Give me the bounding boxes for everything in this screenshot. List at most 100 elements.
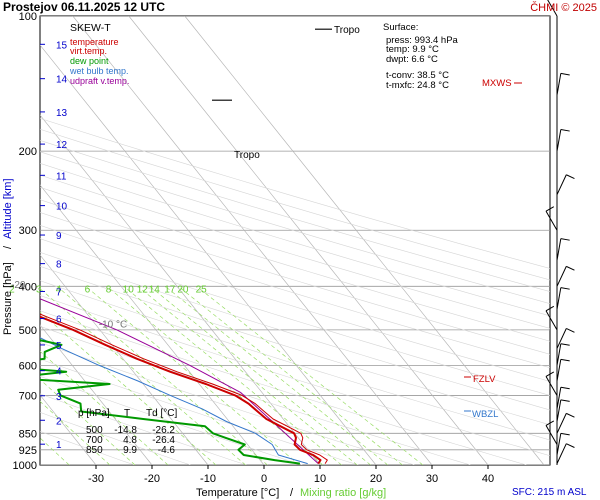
temperature-tick-label: 10 bbox=[314, 473, 326, 485]
dry-adiabat-line bbox=[40, 162, 550, 317]
wind-barb-shaft bbox=[556, 238, 562, 261]
surface-dwpt: dwpt: 6.6 °C bbox=[386, 54, 438, 65]
y-axis-separator: / bbox=[2, 245, 14, 249]
wind-barb bbox=[556, 412, 575, 434]
wind-barb-shaft bbox=[556, 287, 562, 310]
table-cell: 700 bbox=[86, 435, 103, 446]
isotherm-line bbox=[128, 16, 489, 465]
dry-adiabat-line bbox=[40, 128, 550, 281]
surface-press: press: 993.4 hPa bbox=[386, 35, 459, 46]
altitude-tick-label: 9 bbox=[56, 231, 62, 242]
dry-adiabat-line bbox=[40, 174, 550, 329]
legend-wet-bulb: wet bulb temp. bbox=[69, 66, 129, 76]
table-cell: 4.8 bbox=[123, 435, 137, 446]
altitude-tick-label: 14 bbox=[56, 75, 68, 86]
dry-adiabat-line bbox=[40, 225, 550, 382]
altitude-tick-label: 2 bbox=[56, 416, 62, 427]
wind-barb bbox=[545, 371, 558, 396]
wind-barb-feather bbox=[560, 287, 570, 290]
wbzl-label: WBZL bbox=[472, 409, 498, 420]
wind-barb bbox=[556, 287, 570, 310]
wind-barb bbox=[556, 432, 570, 456]
wind-barb-shaft bbox=[556, 413, 567, 434]
wind-barb-feather bbox=[545, 420, 555, 426]
virtual-temp-curve bbox=[40, 313, 328, 464]
mixing-ratio-line bbox=[137, 286, 358, 465]
dry-adiabat-line bbox=[40, 140, 550, 292]
mixing-ratio-label: 14 bbox=[149, 285, 161, 296]
pressure-tick-label: 400 bbox=[19, 281, 37, 293]
altitude-tick-label: 13 bbox=[56, 108, 68, 119]
wind-barb-feather bbox=[560, 129, 570, 132]
altitude-tick-label: 6 bbox=[56, 315, 62, 326]
mixing-ratio-line bbox=[196, 286, 424, 465]
wind-barb bbox=[547, 0, 558, 17]
pressure-tick-label: 925 bbox=[19, 445, 37, 457]
mixing-ratio-label: 3 bbox=[36, 285, 42, 296]
pressure-tick-label: 700 bbox=[19, 390, 37, 402]
isotherm-line bbox=[40, 184, 265, 465]
mixing-ratio-label: 12 bbox=[137, 285, 149, 296]
altitude-tick-label: 7 bbox=[56, 287, 62, 298]
wind-barb-shaft bbox=[545, 310, 558, 331]
dry-adiabat-line bbox=[40, 393, 247, 465]
altitude-tick-label: 12 bbox=[56, 140, 68, 151]
updraft-curve bbox=[40, 298, 319, 464]
isotherm-line bbox=[72, 16, 433, 465]
wind-barb-shaft bbox=[556, 343, 562, 366]
chart-kind-label: SKEW-T bbox=[70, 22, 111, 34]
table-cell: -4.6 bbox=[158, 445, 176, 456]
dry-adiabat-line bbox=[40, 199, 550, 355]
pressure-tick-label: 200 bbox=[19, 146, 37, 158]
wind-barb-feather bbox=[560, 72, 570, 76]
pressure-tick-label: 600 bbox=[19, 360, 37, 372]
temperature-tick-label: -20 bbox=[144, 473, 160, 485]
wind-barb bbox=[545, 305, 558, 331]
mixing-ratio-line bbox=[178, 286, 403, 465]
dry-adiabat-line bbox=[40, 375, 303, 465]
grid-layer bbox=[40, 16, 550, 465]
copyright-label: ČHMI © 2025 bbox=[530, 1, 597, 14]
mixing-ratio-line bbox=[123, 286, 342, 465]
mixing-ratio-line bbox=[40, 378, 136, 465]
dry-adiabat-line bbox=[40, 431, 135, 465]
mixing-ratio-line bbox=[85, 286, 300, 465]
table-cell: -26.2 bbox=[152, 425, 175, 436]
mxws-label: MXWS bbox=[482, 78, 512, 89]
altitude-tick-label: 15 bbox=[56, 40, 68, 51]
wind-barb-shaft bbox=[545, 210, 558, 231]
dry-adiabat-line bbox=[40, 326, 471, 465]
dry-adiabat-line bbox=[40, 151, 550, 304]
table-cell: -26.4 bbox=[152, 435, 175, 446]
mixing-ratio-label: 10 bbox=[123, 285, 135, 296]
wind-barb bbox=[556, 238, 570, 261]
wind-barb-feather bbox=[545, 206, 555, 212]
legend-temperature: temperature bbox=[70, 37, 119, 47]
y-axis-altitude-label: Altitude [km] bbox=[2, 178, 14, 239]
mixing-ratio-label: 6 bbox=[85, 285, 91, 296]
wind-barb bbox=[556, 129, 570, 152]
wind-barb-shaft bbox=[556, 443, 567, 464]
mixing-ratio-label: 25 bbox=[196, 285, 208, 296]
isotherm-line bbox=[40, 254, 209, 465]
altitude-tick-label: 10 bbox=[56, 202, 68, 213]
table-cell: -14.8 bbox=[114, 425, 137, 436]
wind-barb bbox=[556, 72, 570, 96]
wind-barb-shaft bbox=[556, 73, 562, 96]
wind-barb-shaft bbox=[556, 129, 562, 152]
dry-adiabat-line bbox=[40, 186, 550, 342]
x-axis-separator: / bbox=[290, 487, 294, 499]
mixing-ratio-line bbox=[40, 400, 111, 465]
mixing-ratio-line bbox=[149, 286, 371, 465]
temperature-curve bbox=[40, 315, 322, 465]
mixing-ratio-line bbox=[106, 286, 324, 465]
legend-updraft: udpraft v.temp. bbox=[70, 76, 129, 86]
isotherm-label: -10 °C bbox=[99, 319, 127, 330]
mixing-ratio-label: 17 bbox=[164, 285, 176, 296]
wind-barb-shaft bbox=[556, 387, 562, 409]
wind-barb-feather bbox=[560, 343, 570, 346]
temperature-tick-label: -10 bbox=[200, 473, 216, 485]
dry-adiabat-line bbox=[40, 358, 359, 465]
wind-barb-feather bbox=[560, 399, 570, 402]
